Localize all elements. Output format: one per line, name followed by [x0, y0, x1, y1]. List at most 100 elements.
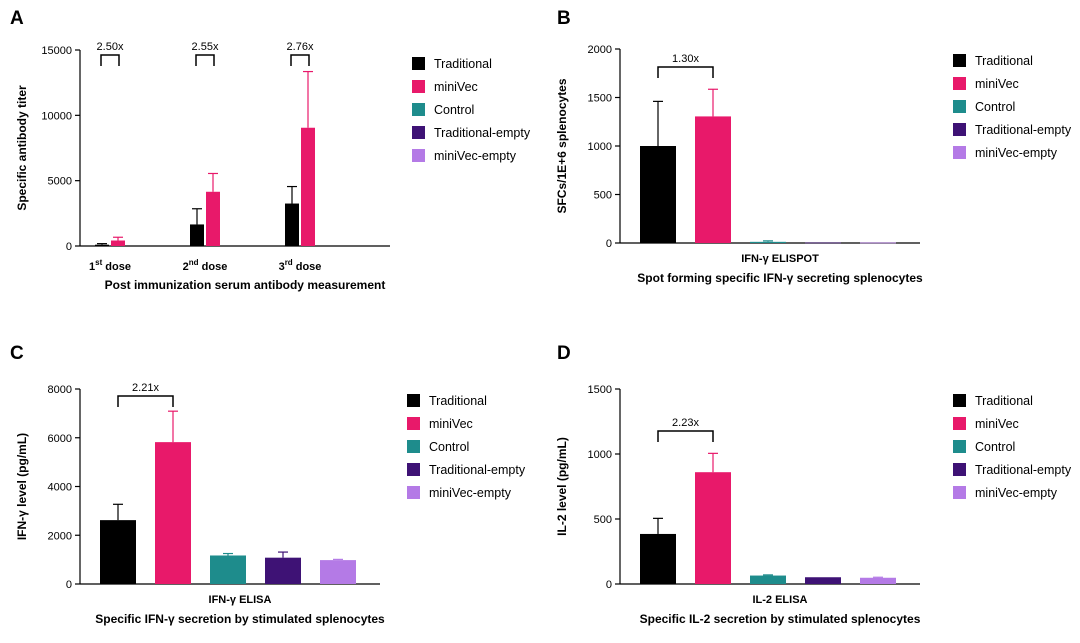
y-tick-label: 500 [594, 190, 612, 202]
legend-swatch [953, 54, 966, 67]
bar-control [750, 575, 786, 584]
legend-swatch [953, 146, 966, 159]
panel-D: 0 500 1000 1500 IL-2 level (pg/mL) D 2.23x IL-2… [555, 343, 1072, 626]
legend-swatch [407, 486, 420, 499]
y-axis-label: SFCs/1E+6 splenocytes [555, 78, 569, 213]
y-tick-label: 2000 [48, 530, 72, 542]
x-axis-subtitle: Specific IL-2 secretion by stimulated sp… [640, 612, 921, 626]
legend-label: miniVec [434, 80, 478, 94]
legend-label: miniVec [975, 417, 1019, 431]
bar-minivec [111, 240, 125, 246]
legend-swatch [953, 463, 966, 476]
y-tick-label: 8000 [48, 384, 72, 396]
fold-change-label: 1.30x [672, 53, 699, 65]
x-axis-title: IL-2 ELISA [752, 594, 807, 606]
x-category-number: 1 [89, 261, 95, 273]
legend-label: Traditional-empty [975, 123, 1072, 137]
x-axis-title: Post immunization serum antibody measure… [105, 278, 386, 292]
panel-A: 0 5000 10000 15000 Specific antibody titer A 1… [10, 8, 531, 292]
legend-label: miniVec [429, 417, 473, 431]
legend-label: miniVec-empty [429, 486, 512, 500]
bar-minivec [301, 127, 315, 246]
legend-label: Control [429, 440, 469, 454]
legend-label: Traditional-empty [434, 126, 531, 140]
fold-change-label: 2.55x [192, 41, 219, 53]
legend-swatch [412, 103, 425, 116]
x-category-number: 3 [279, 261, 285, 273]
fold-change-label: 2.23x [672, 417, 699, 429]
legend-swatch [407, 417, 420, 430]
x-category-label: 2nd dose [183, 258, 228, 273]
legend-label: miniVec [975, 77, 1019, 91]
panel-C: 0 2000 4000 6000 8000 IFN-γ level (pg/mL) C 2.2… [10, 343, 526, 626]
y-tick-label: 15000 [41, 45, 72, 57]
legend-swatch [953, 123, 966, 136]
legend-label: Traditional [975, 54, 1033, 68]
bar-traditional [100, 520, 136, 584]
y-tick-label: 10000 [41, 110, 72, 122]
x-category-word: dose [199, 261, 228, 273]
legend-label: Control [975, 440, 1015, 454]
x-category-label: 1st dose [89, 258, 131, 273]
bar-minivec [155, 442, 191, 584]
y-tick-label: 1000 [588, 449, 612, 461]
legend-swatch [953, 77, 966, 90]
legend-swatch [407, 463, 420, 476]
bar-minivec-empty [860, 577, 896, 584]
x-category-word: dose [293, 261, 322, 273]
legend-swatch [953, 440, 966, 453]
legend-label: miniVec-empty [975, 486, 1058, 500]
x-category-suffix: nd [189, 258, 199, 267]
bar-control [750, 241, 786, 243]
comparison-bracket [195, 54, 215, 66]
y-tick-label: 1500 [588, 93, 612, 105]
comparison-bracket [657, 66, 714, 78]
legend-swatch [953, 417, 966, 430]
comparison-bracket [290, 54, 310, 66]
bar-control [210, 555, 246, 584]
legend-label: Control [434, 103, 474, 117]
x-category-suffix: rd [285, 258, 293, 267]
legend-label: miniVec-empty [434, 149, 517, 163]
legend-swatch [412, 126, 425, 139]
y-axis-label: IFN-γ level (pg/mL) [15, 433, 29, 540]
legend-swatch [412, 57, 425, 70]
y-tick-label: 4000 [48, 482, 72, 494]
legend-swatch [953, 486, 966, 499]
y-tick-label: 2000 [588, 44, 612, 56]
panel-letter: A [10, 8, 24, 29]
y-axis-label: IL-2 level (pg/mL) [555, 437, 569, 536]
comparison-bracket [657, 430, 714, 442]
bar-minivec-empty [860, 242, 896, 244]
y-tick-label: 1000 [588, 141, 612, 153]
bar-traditional-empty [805, 577, 841, 584]
legend-label: miniVec-empty [975, 146, 1058, 160]
legend-label: Control [975, 100, 1015, 114]
panel-letter: C [10, 343, 24, 364]
y-tick-label: 0 [66, 579, 72, 591]
y-axis-label: Specific antibody titer [15, 85, 29, 211]
bar-minivec [695, 472, 731, 584]
fold-change-label: 2.21x [132, 382, 159, 394]
y-tick-label: 5000 [48, 176, 72, 188]
legend-swatch [407, 440, 420, 453]
comparison-bracket [117, 395, 174, 407]
x-category-number: 2 [183, 261, 189, 273]
x-axis-subtitle: Specific IFN-γ secretion by stimulated s… [95, 612, 385, 626]
legend-label: Traditional-empty [975, 463, 1072, 477]
x-axis-subtitle: Spot forming specific IFN-γ secreting sp… [637, 271, 923, 285]
fold-change-label: 2.50x [97, 41, 124, 53]
x-category-suffix: st [95, 258, 102, 267]
y-tick-label: 0 [66, 241, 72, 253]
bar-traditional [190, 224, 204, 246]
legend-label: Traditional [429, 394, 487, 408]
y-tick-label: 1500 [588, 384, 612, 396]
legend-swatch [953, 100, 966, 113]
legend-swatch [412, 80, 425, 93]
bar-traditional-empty [265, 557, 301, 584]
legend-label: Traditional [975, 394, 1033, 408]
y-tick-label: 0 [606, 238, 612, 250]
panel-letter: B [557, 8, 571, 29]
y-tick-label: 0 [606, 579, 612, 591]
